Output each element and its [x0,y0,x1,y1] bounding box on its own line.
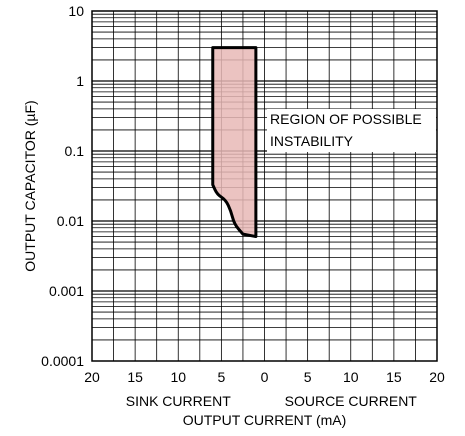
y-tick-label: 10 [68,3,84,19]
x-tick-label: 15 [127,369,143,385]
region-label-line-1: REGION OF POSSIBLE [270,111,422,127]
annotations: REGION OF POSSIBLE INSTABILITY [267,109,436,152]
region-label-line-2: INSTABILITY [270,133,354,149]
region-label-background [267,109,436,152]
x-tick-label: 5 [304,369,312,385]
x-tick-label: 5 [217,369,225,385]
x-tick-label: 10 [170,369,186,385]
x-axis-label: OUTPUT CURRENT (mA) [183,412,347,428]
x-tick-label: 20 [429,369,445,385]
y-tick-label: 0.1 [65,143,85,159]
instability-region [211,46,258,239]
y-tick-label: 1 [76,73,84,89]
x-tick-label: 10 [343,369,359,385]
y-tick-label: 0.001 [49,283,84,299]
instability-region-layer [211,46,258,239]
y-tick-label: 0.0001 [41,353,84,369]
y-tick-label: 0.01 [57,213,84,229]
x-tick-label: 20 [84,369,100,385]
x-tick-label: 0 [261,369,269,385]
plot-frame [91,10,438,362]
y-axis-label: OUTPUT CAPACITOR (µF) [22,100,38,271]
grid [92,11,437,361]
x-tick-label: 15 [386,369,402,385]
x-tick-labels: 20 15 10 5 0 5 10 15 20 [84,369,445,385]
y-tick-labels: 10 1 0.1 0.01 0.001 0.0001 [41,3,84,369]
x-sublabel-sink: SINK CURRENT [126,393,231,409]
x-sublabel-source: SOURCE CURRENT [285,393,418,409]
